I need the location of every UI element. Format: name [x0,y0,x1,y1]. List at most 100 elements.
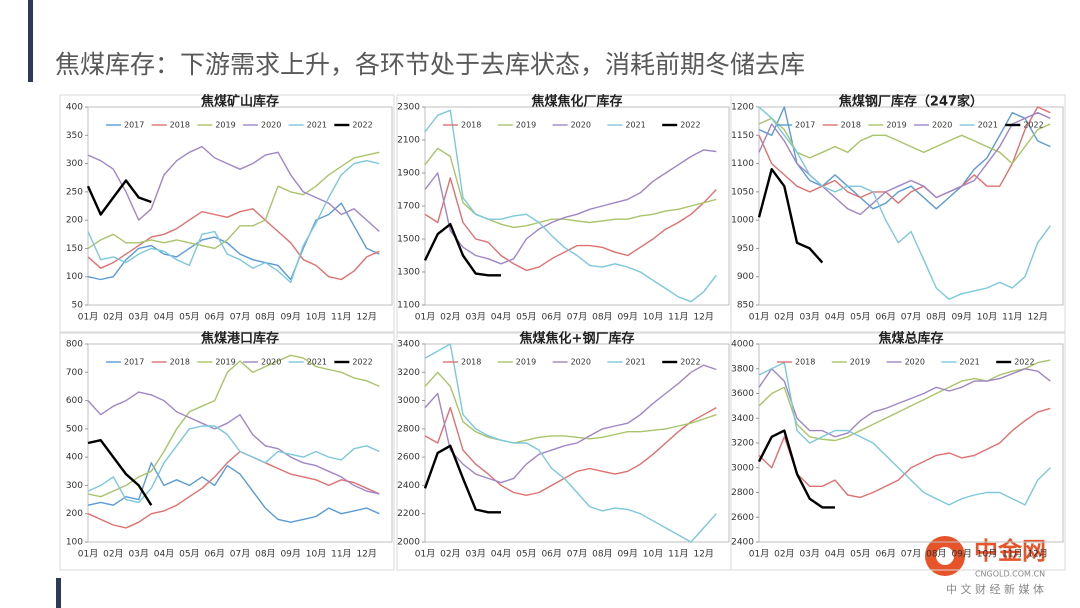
series-line [424,177,717,272]
x-tick-label: 11月 [668,549,688,560]
y-tick-label: 3400 [731,414,754,424]
y-tick-label: 200 [66,509,83,519]
x-tick-label: 07月 [230,549,250,560]
y-tick-label: 1000 [731,216,754,226]
x-tick-label: 04月 [825,549,845,560]
series-line [87,439,153,506]
x-tick-label: 09月 [951,312,971,323]
series-line [87,450,380,529]
legend-label: 2020 [571,121,591,130]
x-tick-label: 09月 [617,312,637,323]
x-tick-label: 10月 [643,549,663,560]
x-tick-label: 08月 [592,312,612,323]
series-line [424,364,717,484]
panel-border [59,331,395,571]
y-tick-label: 3800 [731,364,754,374]
x-tick-label: 10月 [306,312,326,323]
logo-icon [936,547,954,565]
x-tick-label: 02月 [440,312,460,323]
y-tick-label: 2800 [397,424,420,434]
y-tick-label: 3400 [397,340,420,350]
y-tick-label: 3000 [731,463,754,473]
legend-label: 2017 [124,121,144,130]
legend-label: 2019 [516,358,536,367]
x-tick-label: 11月 [1002,312,1022,323]
series-line [758,361,1051,506]
legend-label: 2022 [680,121,700,130]
x-tick-label: 10月 [306,549,326,560]
y-tick-label: 2600 [397,453,420,463]
series-line [424,371,717,444]
y-tick-label: 1100 [731,159,754,169]
series-line [423,223,501,277]
y-tick-label: 300 [66,159,83,169]
x-tick-label: 08月 [255,549,275,560]
y-tick-label: 800 [66,340,83,350]
x-tick-label: 09月 [280,312,300,323]
y-tick-label: 1900 [397,169,420,179]
legend-label: 2018 [461,121,481,130]
y-tick-label: 2400 [731,538,754,548]
legend-label: 2021 [307,121,327,130]
y-tick-label: 600 [66,396,83,406]
x-tick-label: 05月 [850,312,870,323]
x-tick-label: 12月 [1027,312,1047,323]
x-tick-label: 02月 [440,549,460,560]
y-tick-label: 2300 [397,103,420,113]
chart-title: 焦煤焦化+钢厂库存 [519,331,635,347]
series-line [87,354,380,498]
x-tick-label: 06月 [204,312,224,323]
y-tick-label: 2400 [397,481,420,491]
y-tick-label: 4000 [731,340,754,350]
series-line [758,106,1051,210]
legend-label: 2020 [261,358,281,367]
chart-title: 焦煤焦化厂库存 [530,94,622,110]
x-tick-label: 10月 [977,549,997,560]
x-tick-label: 06月 [541,549,561,560]
legend-label: 2019 [215,121,235,130]
y-tick-label: 100 [66,272,83,282]
legend-label: 2022 [352,358,372,367]
y-tick-label: 1050 [731,187,754,197]
x-tick-label: 02月 [774,549,794,560]
x-tick-label: 06月 [541,312,561,323]
legend-label: 2019 [215,358,235,367]
x-tick-label: 03月 [465,312,485,323]
series-line [87,208,380,281]
y-tick-label: 1300 [397,268,420,278]
y-tick-label: 400 [66,103,83,113]
series-line [758,106,1051,204]
series-line [423,444,501,514]
x-tick-label: 08月 [592,549,612,560]
x-tick-label: 11月 [331,549,351,560]
x-tick-label: 03月 [128,312,148,323]
slide-title: 焦煤库存：下游需求上升，各环节处于去库状态，消耗前期冬储去库 [55,50,805,79]
logo-site: CNGOLD.COM.CN [975,570,1045,579]
legend-label: 2017 [795,121,815,130]
plot-area [87,106,393,306]
series-line [757,429,835,509]
y-tick-label: 3200 [397,368,420,378]
x-tick-label: 05月 [850,549,870,560]
plot-area [758,343,1064,543]
y-tick-label: 200 [66,216,83,226]
legend-label: 2020 [571,358,591,367]
series-line [424,406,717,496]
legend-label: 2021 [959,358,979,367]
y-tick-label: 3000 [397,396,420,406]
x-tick-label: 06月 [204,549,224,560]
x-tick-label: 05月 [516,312,536,323]
series-line [424,109,717,303]
y-tick-label: 2000 [397,538,420,548]
panel-border [396,331,732,571]
legend-label: 2022 [352,121,372,130]
y-tick-label: 350 [66,131,83,141]
x-tick-label: 11月 [1002,549,1022,560]
series-line [758,368,1051,438]
x-tick-label: 12月 [693,549,713,560]
x-tick-label: 02月 [103,312,123,323]
y-tick-label: 1150 [731,131,754,141]
x-tick-label: 08月 [926,549,946,560]
series-line [758,117,1051,165]
y-tick-label: 1100 [397,301,420,311]
